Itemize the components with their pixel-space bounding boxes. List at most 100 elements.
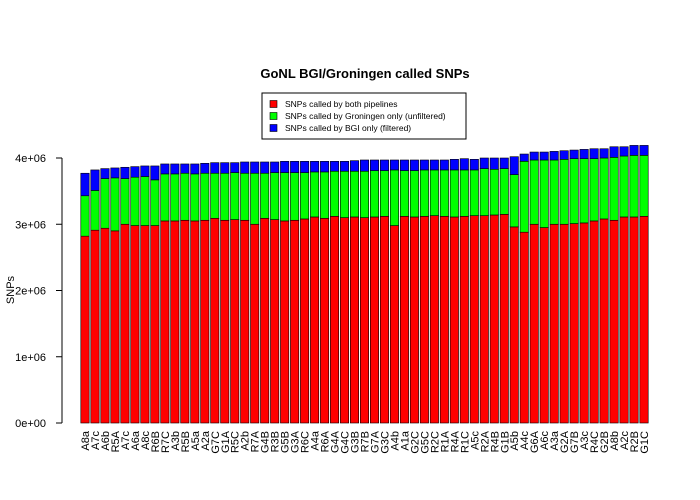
x-tick-label: A6b <box>100 431 112 451</box>
x-tick-label: G4A <box>330 430 342 453</box>
bar-segment-series-2 <box>609 157 619 221</box>
bar-segment-series-3 <box>230 162 240 173</box>
bar-segment-series-1 <box>120 223 130 424</box>
bar-segment-series-1 <box>250 223 260 424</box>
bar-segment-series-3 <box>499 157 509 169</box>
x-tick-label: G4C <box>340 431 352 454</box>
bar-segment-series-3 <box>449 159 459 171</box>
x-tick-label: A4b <box>389 431 401 451</box>
bar-segment-series-3 <box>489 157 499 170</box>
bar-segment-series-1 <box>330 216 340 424</box>
bar-segment-series-1 <box>469 215 479 424</box>
x-tick-label: R6A <box>320 430 332 452</box>
x-tick-label: G2B <box>599 431 611 453</box>
bar-segment-series-3 <box>300 161 310 173</box>
bar-segment-series-3 <box>479 157 489 169</box>
x-tick-label: G5B <box>280 431 292 453</box>
bar-segment-series-2 <box>120 178 130 225</box>
bar-segment-series-1 <box>419 216 429 424</box>
x-tick-label: R3B <box>270 431 282 452</box>
bar-segment-series-1 <box>389 225 399 424</box>
bar-segment-series-2 <box>300 172 310 220</box>
x-tick-label: R4A <box>449 430 461 452</box>
bar-segment-series-2 <box>360 170 369 218</box>
bar-segment-series-3 <box>110 167 120 179</box>
bar-segment-series-2 <box>350 170 360 218</box>
bar-segment-series-1 <box>619 216 629 424</box>
bar-segment-series-1 <box>290 219 300 424</box>
bar-segment-series-1 <box>379 216 389 424</box>
bar-segment-series-1 <box>479 215 489 424</box>
bar-segment-series-3 <box>399 159 409 171</box>
x-tick-label: A6c <box>539 431 551 450</box>
bar-segment-series-3 <box>409 159 419 171</box>
bar-segment-series-3 <box>160 163 170 175</box>
bar-segment-series-1 <box>509 226 519 424</box>
bar-segment-series-2 <box>469 169 479 216</box>
bar-segment-series-2 <box>559 159 569 225</box>
bar-segment-series-1 <box>170 220 180 424</box>
bar-segment-series-3 <box>210 162 220 174</box>
bar-segment-series-1 <box>200 219 210 424</box>
bar-segment-series-2 <box>539 159 549 228</box>
bar-segment-series-3 <box>629 145 639 156</box>
bar-segment-series-3 <box>280 161 290 173</box>
bar-segment-series-1 <box>220 219 230 424</box>
bar-segment-series-1 <box>100 227 110 424</box>
y-axis-label: SNPs <box>5 275 17 304</box>
bar-segment-series-1 <box>459 216 469 424</box>
bar-segment-series-2 <box>569 158 579 224</box>
bar-segment-series-2 <box>190 173 200 222</box>
x-tick-label: R2A <box>479 430 491 452</box>
bar-segment-series-2 <box>250 172 260 225</box>
bar-segment-series-2 <box>519 161 529 233</box>
bar-segment-series-3 <box>389 159 399 171</box>
bar-segment-series-2 <box>230 172 240 220</box>
bar-segment-series-1 <box>340 217 350 424</box>
x-tick-label: R2C <box>429 431 441 453</box>
x-tick-label: G2C <box>409 431 421 454</box>
bar-segment-series-3 <box>120 166 130 179</box>
bar-segment-series-1 <box>140 225 150 424</box>
bar-segment-series-3 <box>340 161 350 172</box>
x-tick-label: R4B <box>489 431 501 452</box>
x-tick-label: G3B <box>350 431 362 453</box>
x-tick-label: G7A <box>369 430 381 453</box>
bar-segment-series-1 <box>629 216 639 424</box>
bar-segment-series-2 <box>419 169 429 217</box>
legend: SNPs called by both pipelines SNPs called… <box>261 92 467 140</box>
bar-segment-series-3 <box>509 156 519 175</box>
bar-segment-series-3 <box>290 161 300 173</box>
bar-segment-series-1 <box>589 220 599 424</box>
bar-segment-series-1 <box>90 229 100 424</box>
x-tick-label: G1C <box>639 431 651 454</box>
bar-segment-series-2 <box>310 171 320 218</box>
bar-segment-series-1 <box>549 223 559 424</box>
bar-segment-series-1 <box>569 223 579 424</box>
bar-segment-series-3 <box>549 151 559 161</box>
x-tick-label: A3a <box>549 430 561 450</box>
x-tick-label: A5a <box>190 430 202 450</box>
legend-swatch <box>269 100 278 108</box>
bar-segment-series-3 <box>190 163 200 175</box>
bar-segment-series-2 <box>619 155 629 218</box>
bar-segment-series-2 <box>589 158 599 222</box>
bar-segment-series-1 <box>489 214 499 424</box>
bar-segment-series-2 <box>399 170 409 217</box>
bar-segment-series-1 <box>320 217 330 424</box>
bar-segment-series-1 <box>429 215 439 424</box>
bar-segment-series-3 <box>130 166 140 178</box>
bar-segment-series-1 <box>449 216 459 424</box>
bar-segment-series-1 <box>310 216 320 424</box>
bar-segment-series-3 <box>369 159 379 171</box>
bar-segment-series-2 <box>280 172 290 222</box>
bar-segment-series-2 <box>439 169 449 217</box>
bar-segment-series-3 <box>519 153 529 162</box>
x-tick-label: A2a <box>200 430 212 450</box>
bar-segment-series-3 <box>100 168 110 179</box>
bar-segment-series-3 <box>220 162 230 174</box>
legend-label: SNPs called by BGI only (filtered) <box>285 123 411 133</box>
bar-segment-series-1 <box>639 216 649 424</box>
bar-segment-series-3 <box>619 146 629 157</box>
bar-segment-series-2 <box>579 158 589 224</box>
